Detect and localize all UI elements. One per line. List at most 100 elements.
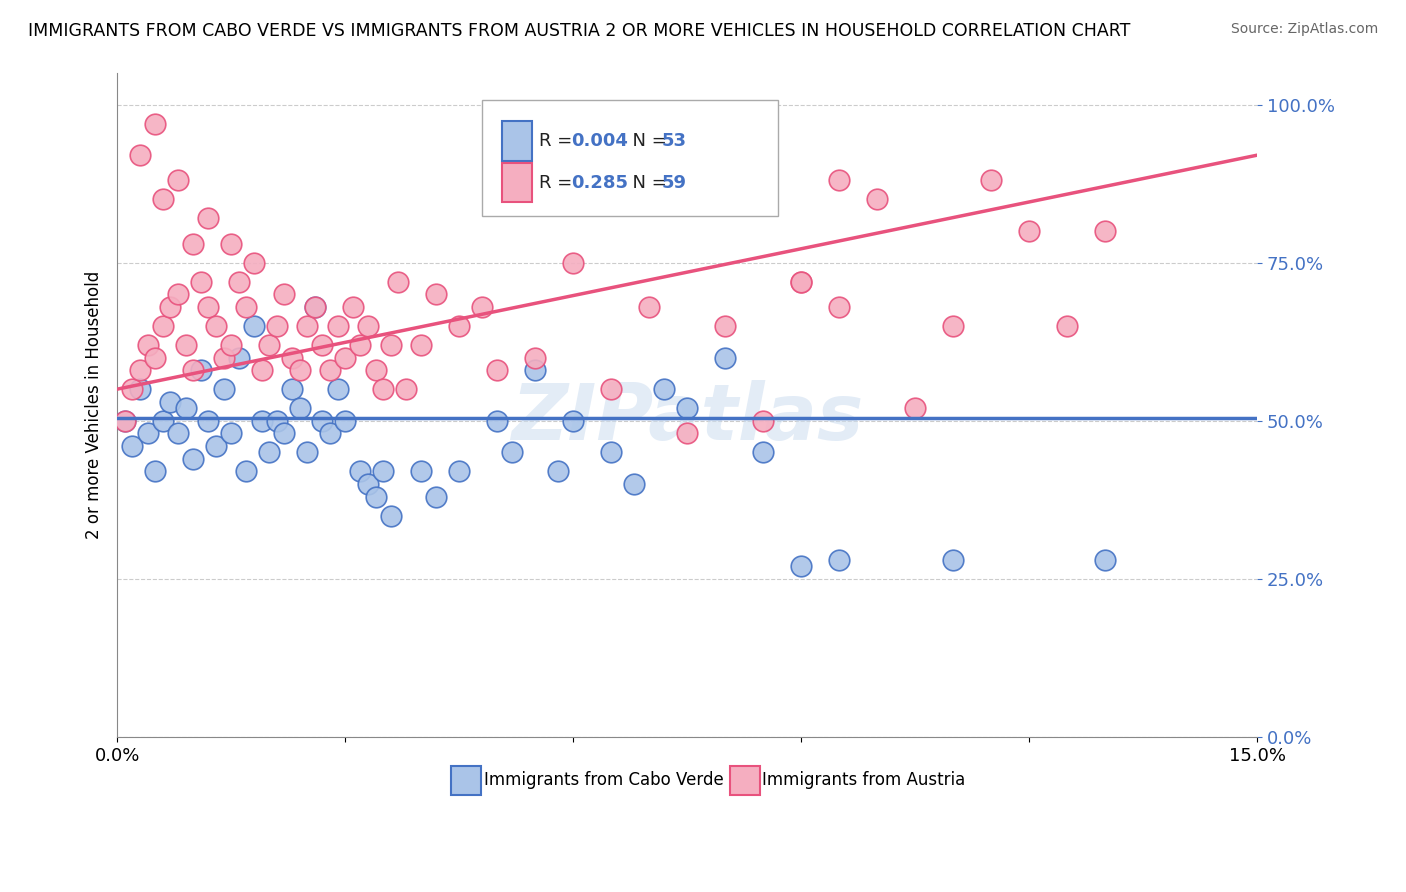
Text: Immigrants from Cabo Verde: Immigrants from Cabo Verde bbox=[484, 771, 724, 789]
Point bbox=[167, 287, 190, 301]
Text: 53: 53 bbox=[662, 132, 688, 151]
Point bbox=[288, 363, 311, 377]
Point bbox=[676, 401, 699, 416]
Point bbox=[425, 287, 447, 301]
Point bbox=[1056, 318, 1078, 333]
Point bbox=[486, 414, 509, 428]
FancyBboxPatch shape bbox=[502, 162, 531, 202]
Point bbox=[449, 464, 471, 478]
Point bbox=[114, 414, 136, 428]
Point bbox=[235, 300, 257, 314]
Point bbox=[904, 401, 927, 416]
Point bbox=[600, 382, 623, 396]
Point bbox=[311, 338, 333, 352]
Point bbox=[219, 426, 242, 441]
Point bbox=[288, 401, 311, 416]
Point bbox=[1094, 553, 1116, 567]
FancyBboxPatch shape bbox=[502, 121, 531, 161]
Point bbox=[790, 275, 813, 289]
Point bbox=[319, 363, 342, 377]
Point bbox=[942, 553, 965, 567]
Point bbox=[980, 173, 1002, 187]
Point bbox=[235, 464, 257, 478]
Point bbox=[250, 414, 273, 428]
Point bbox=[524, 363, 547, 377]
Point bbox=[295, 318, 318, 333]
Point bbox=[266, 414, 288, 428]
Point bbox=[828, 173, 851, 187]
Point bbox=[828, 553, 851, 567]
Point bbox=[205, 439, 228, 453]
Point bbox=[562, 255, 585, 269]
Point bbox=[411, 464, 433, 478]
Point bbox=[752, 445, 775, 459]
Point bbox=[159, 300, 181, 314]
Point bbox=[395, 382, 418, 396]
Point bbox=[752, 414, 775, 428]
Point bbox=[257, 445, 280, 459]
Point bbox=[714, 351, 737, 365]
Point bbox=[364, 363, 387, 377]
Point bbox=[136, 338, 159, 352]
Point bbox=[212, 351, 235, 365]
Point bbox=[197, 211, 219, 226]
Point bbox=[600, 445, 623, 459]
Point bbox=[273, 287, 295, 301]
Point bbox=[219, 236, 242, 251]
Point bbox=[652, 382, 675, 396]
Point bbox=[501, 445, 523, 459]
Point bbox=[190, 275, 212, 289]
Point bbox=[828, 300, 851, 314]
Point bbox=[281, 351, 304, 365]
FancyBboxPatch shape bbox=[482, 100, 779, 216]
Point bbox=[174, 338, 197, 352]
Point bbox=[562, 414, 585, 428]
Point bbox=[167, 426, 190, 441]
Point bbox=[333, 414, 356, 428]
Point bbox=[364, 490, 387, 504]
Point bbox=[471, 300, 494, 314]
Point bbox=[349, 464, 371, 478]
Point bbox=[152, 414, 174, 428]
Point bbox=[129, 363, 152, 377]
Point bbox=[174, 401, 197, 416]
Point bbox=[304, 300, 326, 314]
Point bbox=[167, 173, 190, 187]
Text: Source: ZipAtlas.com: Source: ZipAtlas.com bbox=[1230, 22, 1378, 37]
Point bbox=[197, 300, 219, 314]
Point bbox=[281, 382, 304, 396]
Point bbox=[790, 559, 813, 574]
Point bbox=[129, 382, 152, 396]
Point bbox=[311, 414, 333, 428]
Point bbox=[121, 439, 143, 453]
Point bbox=[295, 445, 318, 459]
FancyBboxPatch shape bbox=[731, 765, 761, 795]
Text: 59: 59 bbox=[662, 174, 688, 192]
Point bbox=[373, 464, 395, 478]
Point bbox=[547, 464, 569, 478]
Point bbox=[790, 275, 813, 289]
Point bbox=[942, 318, 965, 333]
Text: R =: R = bbox=[538, 174, 578, 192]
Point bbox=[250, 363, 273, 377]
Point bbox=[181, 363, 204, 377]
Point bbox=[449, 318, 471, 333]
Point bbox=[257, 338, 280, 352]
Text: 0.004: 0.004 bbox=[571, 132, 627, 151]
Point bbox=[425, 490, 447, 504]
Point bbox=[1094, 224, 1116, 238]
Point bbox=[373, 382, 395, 396]
Point bbox=[121, 382, 143, 396]
Point bbox=[228, 351, 250, 365]
Point bbox=[411, 338, 433, 352]
Point bbox=[273, 426, 295, 441]
Point bbox=[357, 477, 380, 491]
Point bbox=[266, 318, 288, 333]
Point bbox=[181, 451, 204, 466]
Point bbox=[1018, 224, 1040, 238]
Point bbox=[197, 414, 219, 428]
Point bbox=[190, 363, 212, 377]
Point bbox=[326, 318, 349, 333]
Point bbox=[159, 394, 181, 409]
Y-axis label: 2 or more Vehicles in Household: 2 or more Vehicles in Household bbox=[86, 271, 103, 539]
